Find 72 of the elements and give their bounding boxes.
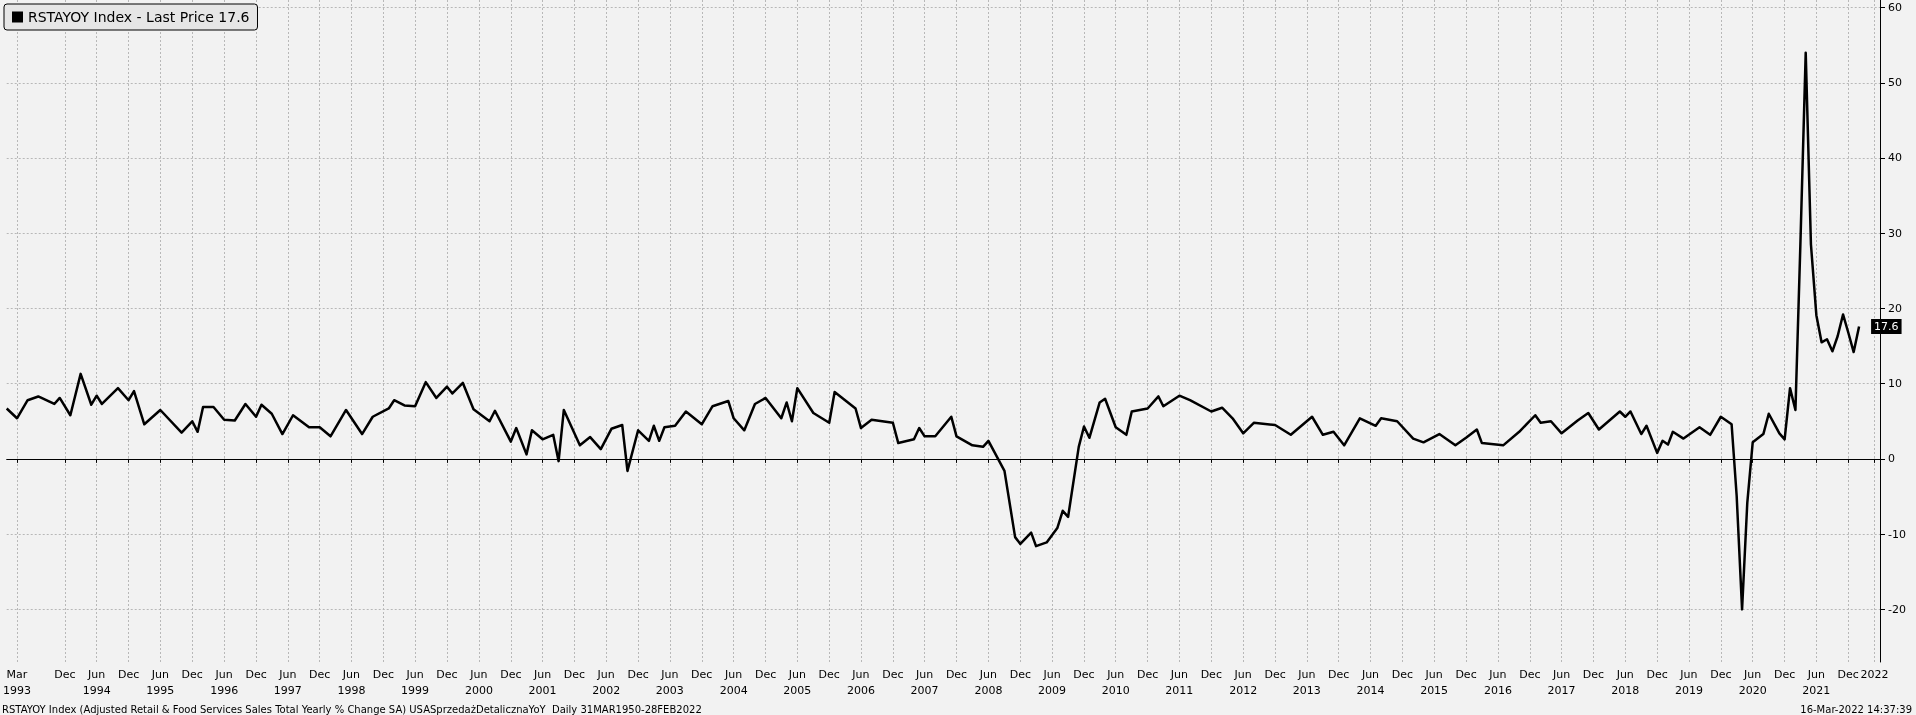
x-tick-label: Dec — [245, 667, 267, 681]
x-tick-label: Dec — [1519, 667, 1541, 681]
y-tick-label: -20 — [1888, 602, 1906, 616]
x-tick-label: Jun 2017 — [1547, 667, 1576, 697]
x-tick-label: Jun 1998 — [337, 667, 366, 697]
y-tick-label: 10 — [1888, 377, 1902, 391]
x-tick-label: Dec — [1710, 667, 1732, 681]
x-tick-label: Dec — [500, 667, 522, 681]
x-tick-label: Dec — [1328, 667, 1350, 681]
x-tick-label: Jun 1997 — [273, 667, 302, 697]
x-tick-label: Dec — [181, 667, 203, 681]
x-tick-label: Jun 2000 — [464, 667, 493, 697]
x-tick-label: Jun 2019 — [1674, 667, 1703, 697]
x-tick-label: Dec — [117, 667, 140, 681]
x-tick-label: Dec — [1455, 667, 1477, 681]
x-tick-label: Dec — [563, 667, 586, 681]
x-tick-label: 2022 — [1860, 667, 1889, 681]
y-tick-label: 60 — [1888, 1, 1902, 15]
text: 16-Mar-2022 14:37:39 — [1800, 703, 1913, 715]
x-tick-label: Jun 2004 — [719, 667, 748, 697]
legend-label: RSTAYOY Index - Last Price 17.6 — [28, 9, 250, 25]
x-tick-label: Dec — [627, 667, 649, 681]
y-tick-label: -10 — [1888, 527, 1906, 541]
x-tick-label: Dec — [1073, 667, 1095, 681]
x-tick-label: Dec — [1136, 667, 1159, 681]
x-tick-label: Jun 2008 — [974, 667, 1003, 697]
x-tick-label: Dec — [1773, 667, 1796, 681]
x-tick-label: Jun 2001 — [528, 667, 557, 697]
y-tick-label: 40 — [1888, 151, 1902, 165]
x-tick-label: Dec — [945, 667, 968, 681]
x-tick-label: Jun 2021 — [1802, 667, 1831, 697]
x-tick-label: Jun 2011 — [1165, 667, 1194, 697]
x-tick-label: Jun 2005 — [783, 667, 812, 697]
x-tick-label: Jun 1995 — [146, 667, 175, 697]
x-tick-label: Jun 1999 — [401, 667, 430, 697]
data-label: 17.6 — [1874, 319, 1899, 333]
x-tick-label: Dec — [1009, 667, 1031, 681]
x-tick-label: Dec — [1200, 667, 1222, 681]
x-tick-label: Dec — [818, 667, 840, 681]
x-tick-label: Jun 1994 — [82, 667, 111, 697]
x-tick-label: Mar 1993 — [3, 667, 31, 697]
y-tick-label: 30 — [1888, 226, 1902, 240]
x-tick-label: Dec — [1646, 667, 1668, 681]
x-tick-label: Dec — [754, 667, 777, 681]
x-tick-label: Dec — [1837, 667, 1859, 681]
x-tick-label: Jun 1996 — [210, 667, 239, 697]
x-tick-label: Dec — [309, 667, 331, 681]
x-tick-label: Dec — [1582, 667, 1605, 681]
x-tick-label: Dec — [54, 667, 76, 681]
y-tick-label: 20 — [1888, 301, 1902, 315]
x-tick-label: Jun 2007 — [910, 667, 939, 697]
x-tick-label: Jun 2018 — [1611, 667, 1640, 697]
x-tick-label: Dec — [372, 667, 394, 681]
x-tick-label: Dec — [1391, 667, 1414, 681]
x-tick-label: Dec — [691, 667, 713, 681]
x-tick-label: Jun 2013 — [1292, 667, 1321, 697]
x-tick-label: Jun 2020 — [1738, 667, 1767, 697]
y-tick-label: 0 — [1888, 452, 1895, 466]
x-tick-label: Jun 2016 — [1483, 667, 1512, 697]
x-tick-label: Jun 2012 — [1229, 667, 1258, 697]
x-tick-label: Jun 2003 — [655, 667, 684, 697]
x-tick-label: Jun 2006 — [846, 667, 875, 697]
x-tick-label: Jun 2010 — [1101, 667, 1130, 697]
x-tick-label: Dec — [882, 667, 904, 681]
text: RSTAYOY Index (Adjusted Retail & Food Services Sales Total Yearly % Change SA) USASprzedażDetalicznaYoY Daily 31MAR1950-28FEB2022 — [2, 703, 702, 715]
x-tick-label: Dec — [436, 667, 458, 681]
y-tick-label: 50 — [1888, 76, 1902, 90]
x-tick-label: Jun 2015 — [1420, 667, 1449, 697]
x-tick-label: Jun 2014 — [1356, 667, 1385, 697]
x-tick-label: Jun 2009 — [1038, 667, 1067, 697]
x-tick-label: Dec — [1264, 667, 1286, 681]
x-tick-label: Jun 2002 — [592, 667, 621, 697]
